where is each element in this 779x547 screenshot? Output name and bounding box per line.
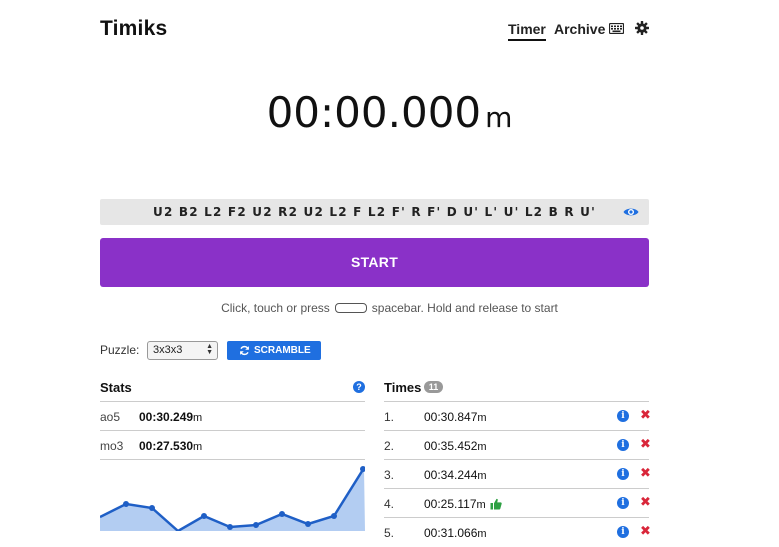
time-row: 5. 00:31.066m i ✖ <box>384 518 651 547</box>
gear-icon[interactable] <box>635 21 649 35</box>
refresh-icon <box>240 345 249 356</box>
thumbs-up-icon <box>490 498 502 510</box>
puzzle-select[interactable]: 3x3x3 ▲ ▼ <box>147 341 218 360</box>
divider <box>100 401 365 402</box>
delete-icon[interactable]: ✖ <box>640 407 651 422</box>
divider <box>384 459 649 460</box>
time-row: 3. 00:34.244m i ✖ <box>384 460 651 489</box>
divider <box>100 430 365 431</box>
divider <box>100 459 365 460</box>
stat-row-ao5: ao5 00:30.249m <box>100 402 365 431</box>
divider <box>384 430 649 431</box>
stat-row-mo3: mo3 00:27.530m <box>100 431 365 460</box>
stat-value: 00:27.530m <box>139 439 203 453</box>
eye-icon[interactable] <box>623 206 639 218</box>
scramble-button[interactable]: SCRAMBLE <box>227 341 321 360</box>
time-index: 3. <box>384 468 395 482</box>
timer-display: 00:00.000 m <box>0 88 779 137</box>
hint-text-after: spacebar. Hold and release to start <box>371 301 558 315</box>
stat-label: ao5 <box>100 410 121 424</box>
timer-digits: 00:00.000 <box>266 88 482 137</box>
time-value: 00:31.066m <box>424 526 487 540</box>
times-title: Times <box>384 380 422 395</box>
stats-title: Stats <box>100 380 132 395</box>
chart-point <box>123 501 129 507</box>
chart-point <box>227 524 233 530</box>
app-logo[interactable]: Timiks <box>100 17 168 40</box>
time-row: 4. 00:25.117m i ✖ <box>384 489 651 518</box>
scramble-sequence: U2 B2 L2 F2 U2 R2 U2 L2 F L2 F' R F' D U… <box>153 205 596 219</box>
chart-point <box>279 511 285 517</box>
info-icon[interactable]: i <box>617 497 629 509</box>
start-hint: Click, touch or press spacebar. Hold and … <box>0 301 779 315</box>
time-value: 00:25.117m <box>424 497 502 511</box>
times-count-badge: 11 <box>424 381 443 393</box>
keyboard-icon[interactable] <box>609 23 624 34</box>
chart-point <box>149 505 155 511</box>
delete-icon[interactable]: ✖ <box>640 494 651 509</box>
time-value: 00:30.847m <box>424 410 487 424</box>
info-icon[interactable]: i <box>617 410 629 422</box>
divider <box>384 517 649 518</box>
scramble-button-label: SCRAMBLE <box>254 345 311 356</box>
chart-point <box>305 521 311 527</box>
divider <box>384 401 649 402</box>
timer-unit: m <box>485 101 513 134</box>
time-index: 5. <box>384 526 395 540</box>
times-chart <box>100 466 365 531</box>
help-icon[interactable]: ? <box>353 381 365 393</box>
delete-icon[interactable]: ✖ <box>640 436 651 451</box>
time-value: 00:34.244m <box>424 468 487 482</box>
stat-label: mo3 <box>100 439 124 453</box>
delete-icon[interactable]: ✖ <box>640 523 651 538</box>
time-row: 2. 00:35.452m i ✖ <box>384 431 651 460</box>
chart-area <box>100 468 365 531</box>
start-button[interactable]: START <box>100 238 649 287</box>
hint-text-before: Click, touch or press <box>221 301 330 315</box>
info-icon[interactable]: i <box>617 439 629 451</box>
time-index: 1. <box>384 410 395 424</box>
stat-value: 00:30.249m <box>139 410 203 424</box>
delete-icon[interactable]: ✖ <box>640 465 651 480</box>
time-index: 4. <box>384 497 395 511</box>
chart-point <box>360 466 365 472</box>
spacebar-icon <box>334 302 367 313</box>
select-arrows-icon: ▲ ▼ <box>206 343 213 356</box>
time-row: 1. 00:30.847m i ✖ <box>384 402 651 431</box>
puzzle-label: Puzzle: <box>100 343 140 357</box>
puzzle-select-value: 3x3x3 <box>153 344 183 356</box>
time-value: 00:35.452m <box>424 439 487 453</box>
info-icon[interactable]: i <box>617 526 629 538</box>
time-index: 2. <box>384 439 395 453</box>
divider <box>384 488 649 489</box>
scramble-bar: U2 B2 L2 F2 U2 R2 U2 L2 F L2 F' R F' D U… <box>100 199 649 225</box>
chart-point <box>331 513 337 519</box>
chart-point <box>253 522 259 528</box>
chart-point <box>201 513 207 519</box>
nav-timer[interactable]: Timer <box>508 21 546 41</box>
info-icon[interactable]: i <box>617 468 629 480</box>
nav-archive[interactable]: Archive <box>554 21 606 37</box>
